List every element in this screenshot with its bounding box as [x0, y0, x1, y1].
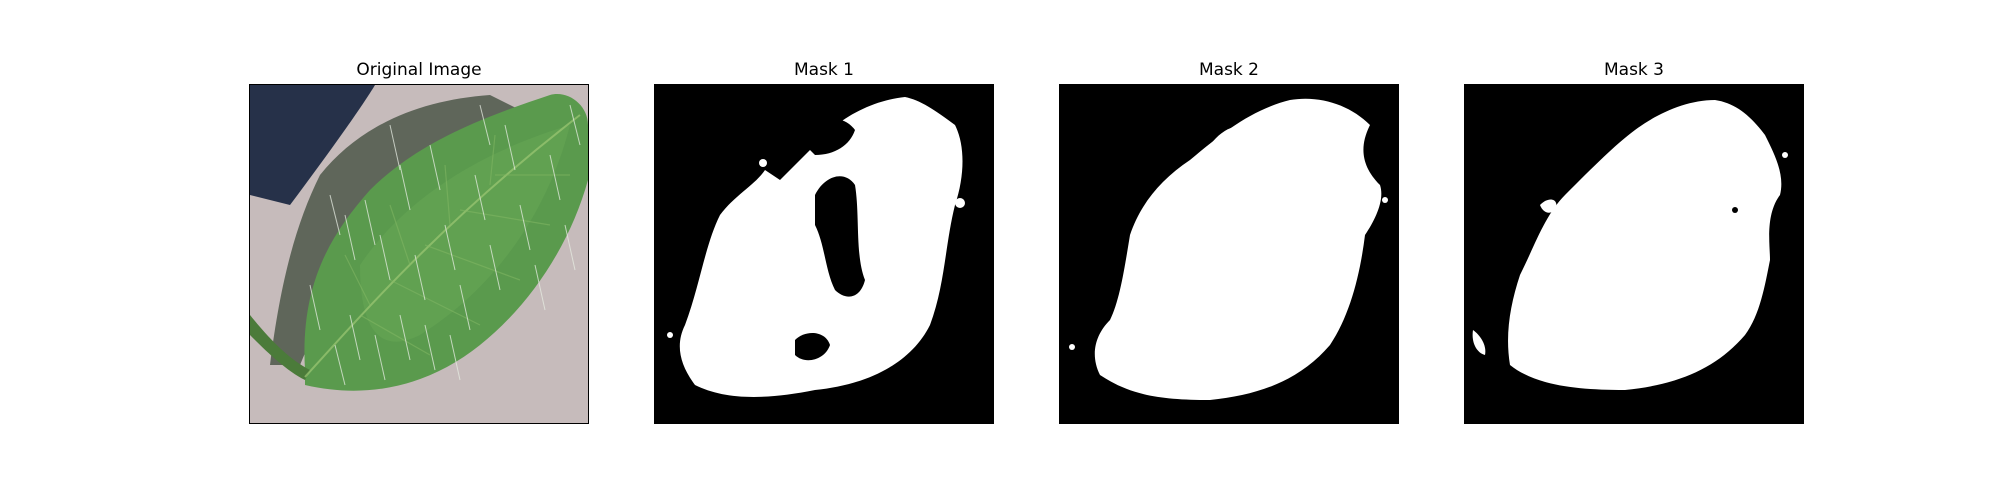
panel-title-mask-1: Mask 1 [654, 58, 994, 82]
panel-original-image: Original Image [249, 58, 589, 424]
panel-mask-2: Mask 2 [1059, 58, 1399, 424]
original-leaf-image [249, 84, 589, 424]
mask-3-svg [1465, 85, 1803, 423]
panel-mask-3: Mask 3 [1464, 58, 1804, 424]
panel-title-mask-3: Mask 3 [1464, 58, 1804, 82]
panel-mask-1: Mask 1 [654, 58, 994, 424]
mask-1-svg [655, 85, 993, 423]
panel-title-original: Original Image [249, 58, 589, 82]
mask-2-svg [1060, 85, 1398, 423]
mask-3-image [1464, 84, 1804, 424]
mask-2-image [1059, 84, 1399, 424]
panel-title-mask-2: Mask 2 [1059, 58, 1399, 82]
leaf-photo-svg [250, 85, 588, 423]
mask-1-image [654, 84, 994, 424]
